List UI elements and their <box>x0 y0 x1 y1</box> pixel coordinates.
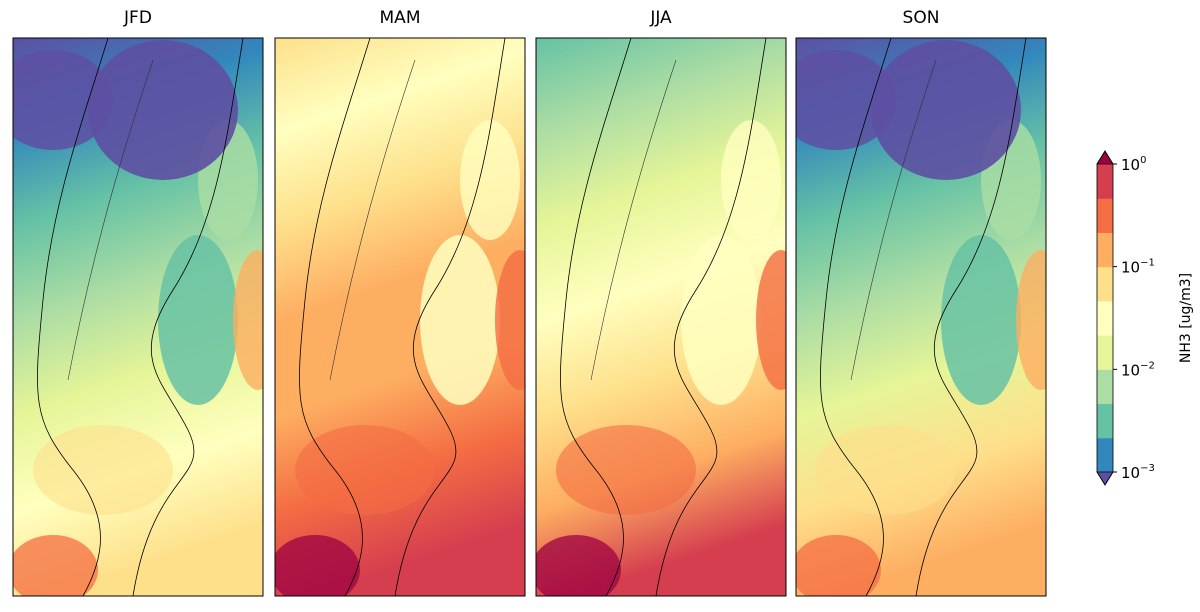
colorbar-tick-label: 10−2 <box>1121 360 1155 379</box>
map-panel-jfd <box>13 38 263 596</box>
panel-title: SON <box>902 8 940 28</box>
eastern-land-area <box>495 250 525 390</box>
colorbar-bin <box>1097 164 1113 199</box>
southern-sweden-area <box>556 425 696 515</box>
panel-title: MAM <box>379 8 421 28</box>
baltic-sea-area <box>941 235 1021 405</box>
baltic-sea-area <box>158 235 238 405</box>
southern-sweden-area <box>295 425 435 515</box>
panel-frame <box>274 37 526 597</box>
southern-hotspot <box>536 535 621 596</box>
colorbar-bin <box>1097 403 1113 439</box>
colorbar-bin <box>1097 232 1113 268</box>
colorbar-bin <box>1097 266 1113 302</box>
eastern-land-area <box>233 250 263 390</box>
colorbar-bin <box>1097 335 1113 370</box>
colorbar-over-arrow <box>1096 150 1114 165</box>
northern-low-area <box>871 40 1021 180</box>
gulf-of-bothnia-area <box>721 120 781 240</box>
southern-sweden-area <box>33 425 173 515</box>
panel-frame <box>535 37 787 597</box>
map-panel-mam <box>275 38 525 596</box>
baltic-sea-area <box>681 235 761 405</box>
colorbar: 100 10−1 10−2 10−3 NH3 [ug/m3] <box>1096 150 1194 486</box>
northern-low-area <box>88 40 238 180</box>
coastline <box>560 38 632 596</box>
coastline <box>299 38 371 596</box>
norwegian-sea-low-area <box>796 50 896 150</box>
southern-sweden-area <box>816 425 956 515</box>
border-line <box>329 59 416 381</box>
gulf-of-bothnia-area <box>460 120 520 240</box>
border-line <box>590 59 677 381</box>
coastline <box>132 38 244 596</box>
colorbar-under-arrow <box>1096 471 1114 486</box>
southern-hotspot <box>796 535 881 596</box>
panel-frame <box>795 37 1047 597</box>
coastline <box>394 38 506 596</box>
eastern-land-area <box>756 250 786 390</box>
baltic-sea-area <box>420 235 500 405</box>
panel-frame <box>12 37 264 597</box>
colorbar-tick-label: 10−3 <box>1121 463 1155 482</box>
panel-title: JFD <box>124 8 152 28</box>
coastline <box>37 38 109 596</box>
norwegian-sea-low-area <box>13 50 113 150</box>
coastline <box>655 38 767 596</box>
colorbar-tick-label: 10−1 <box>1121 258 1155 277</box>
southern-hotspot <box>275 535 360 596</box>
panel-title: JJA <box>650 8 672 28</box>
border-line <box>850 59 937 381</box>
southern-hotspot <box>13 535 98 596</box>
map-panel-jja <box>536 38 786 596</box>
colorbar-bin <box>1097 300 1113 336</box>
colorbar-bin <box>1097 437 1113 473</box>
map-panel-son <box>796 38 1046 596</box>
colorbar-label: NH3 [ug/m3] <box>1178 273 1194 363</box>
colorbar-bin <box>1097 198 1113 233</box>
border-line <box>67 59 154 381</box>
coastline <box>820 38 892 596</box>
eastern-land-area <box>1016 250 1046 390</box>
colorbar-tick-label: 100 <box>1121 155 1146 174</box>
colorbar-bin <box>1097 369 1113 405</box>
coastline <box>915 38 1027 596</box>
